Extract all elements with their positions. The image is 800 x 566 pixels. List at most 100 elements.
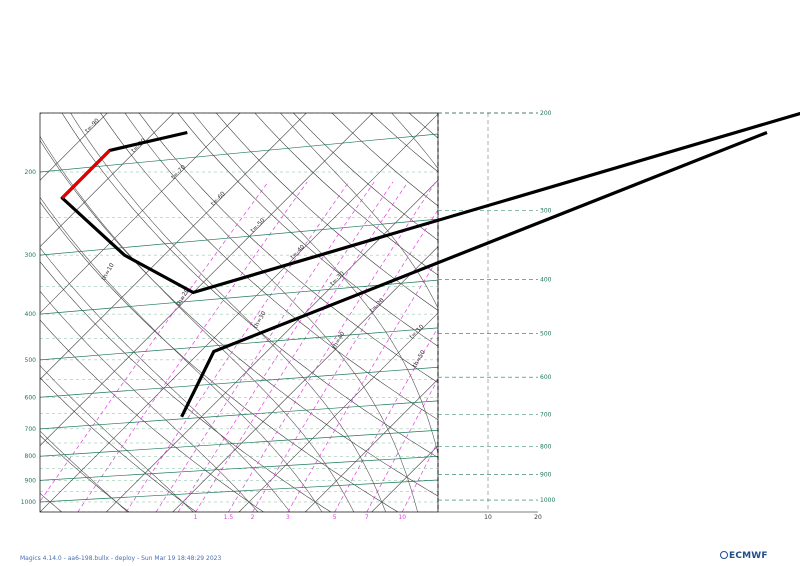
isotherm-line [703, 113, 800, 512]
left-pressure-tick-label: 800 [25, 453, 37, 460]
moist-adiabat-line [40, 430, 128, 512]
profile-line [180, 131, 768, 418]
pressure-slope-line [40, 456, 438, 481]
moist-adiabat-line [40, 290, 259, 512]
dry-adiabat-line [40, 201, 399, 512]
mixing-ratio-line [155, 181, 375, 512]
dry-adiabat-line [679, 113, 800, 512]
isotherm-line [40, 113, 108, 181]
pressure-slope-line [40, 218, 438, 256]
left-pressure-tick-label: 600 [25, 394, 37, 401]
left-pressure-tick-label: 400 [25, 311, 37, 318]
pressure-slope-line [40, 400, 438, 430]
left-pressure-tick-label: 200 [25, 169, 37, 176]
dry-adiabat-line [486, 113, 800, 512]
right-pressure-tick-label: 300 [540, 208, 552, 215]
isotherm-label: t=-60 [210, 190, 227, 207]
dry-adiabat-line [602, 113, 800, 512]
dry-adiabat-label: th=50 [411, 349, 427, 369]
pressure-slope-line [40, 366, 438, 398]
mixing-ratio-line [444, 182, 616, 512]
mixing-ratio-label: 3 [286, 514, 290, 521]
isotherm-label: t=-90 [84, 117, 101, 134]
pressure-slope-line [40, 133, 438, 173]
wind-axis-tick-label: 10 [484, 514, 492, 521]
isotherm-label: t=-50 [249, 217, 266, 234]
isotherm-line [571, 113, 800, 512]
moist-adiabat-line [40, 135, 355, 512]
moist-adiabat-line [391, 113, 438, 170]
dry-adiabat-line [61, 113, 438, 458]
dry-adiabat-label: th=30 [252, 310, 268, 330]
isotherm-line [305, 378, 438, 512]
moist-adiabat-line [515, 113, 557, 512]
dry-adiabat-line [370, 113, 438, 173]
wind-axis-tick-label: 20 [534, 514, 542, 521]
moist-adiabat-line [40, 365, 194, 512]
dry-adiabat-line [293, 113, 438, 241]
mixing-ratio-line [334, 326, 438, 512]
moist-adiabat-line [40, 196, 323, 512]
mixing-ratio-line [617, 182, 758, 512]
isotherm-line [437, 511, 438, 512]
mixing-ratio-label: 2 [251, 514, 255, 521]
dry-adiabat-line [448, 113, 800, 512]
dry-adiabat-line [331, 113, 438, 207]
left-pressure-tick-label: 500 [25, 357, 37, 364]
moist-adiabat-line [192, 113, 438, 455]
isotherm-label: t=-20 [369, 297, 386, 314]
mixing-ratio-label: 1.5 [224, 514, 234, 521]
isotherm-line [40, 113, 241, 314]
mixing-ratio-line [475, 182, 642, 512]
mixing-ratio-line [519, 182, 678, 512]
globe-icon [720, 551, 728, 559]
mixing-ratio-label: 1 [194, 514, 198, 521]
isotherm-line [371, 445, 438, 512]
mixing-ratio-line [228, 181, 436, 512]
dry-adiabat-line [40, 319, 264, 512]
dry-adiabat-line [40, 261, 331, 512]
mixing-ratio-line [578, 182, 727, 512]
profile-line [60, 111, 800, 295]
mixing-ratio-line [125, 181, 349, 512]
isotherm-line [40, 113, 174, 248]
pressure-slope-line [40, 429, 438, 457]
mixing-ratio-line [658, 182, 791, 512]
moist-adiabat-line [280, 113, 438, 309]
dry-adiabat-line [718, 113, 800, 512]
isotherm-line [504, 113, 800, 512]
footer-info: Magics 4.14.0 - aa6-198.bullx - deploy -… [20, 555, 222, 562]
isotherm-line [40, 113, 438, 512]
dry-adiabat-line [408, 113, 438, 139]
moist-adiabat-line [70, 113, 386, 512]
isotherm-line [238, 312, 438, 512]
mixing-ratio-line [77, 181, 308, 512]
dry-adiabat-line [40, 377, 197, 512]
mixing-ratio-line [177, 181, 394, 512]
left-pressure-tick-label: 900 [25, 477, 37, 484]
logo-text: ECMWF [729, 551, 768, 561]
dry-adiabat-line [215, 113, 438, 311]
right-pressure-tick-label: 400 [540, 277, 552, 284]
dry-adiabat-line [138, 113, 438, 383]
dry-adiabat-label: th=10 [100, 262, 116, 282]
left-pressure-tick-label: 700 [25, 426, 37, 433]
ecmwf-logo: ECMWF [720, 551, 768, 561]
left-pressure-tick-label: 300 [25, 252, 37, 259]
pressure-slope-line [40, 327, 438, 361]
mixing-ratio-line [252, 209, 438, 512]
isotherm-line [40, 113, 307, 380]
right-pressure-tick-label: 800 [540, 443, 552, 450]
right-pressure-tick-label: 500 [540, 330, 552, 337]
dry-adiabat-line [40, 139, 438, 497]
pressure-slope-line [40, 479, 438, 503]
mixing-ratio-label: 7 [365, 514, 369, 521]
right-pressure-tick-label: 200 [540, 110, 552, 117]
isotherm-label: t=-70 [170, 164, 187, 181]
left-pressure-tick-label: 1000 [21, 499, 36, 506]
mixing-ratio-line [195, 181, 409, 512]
dry-adiabat-line [40, 434, 130, 512]
mixing-ratio-label: 10 [398, 514, 406, 521]
dry-adiabat-line [100, 113, 438, 421]
